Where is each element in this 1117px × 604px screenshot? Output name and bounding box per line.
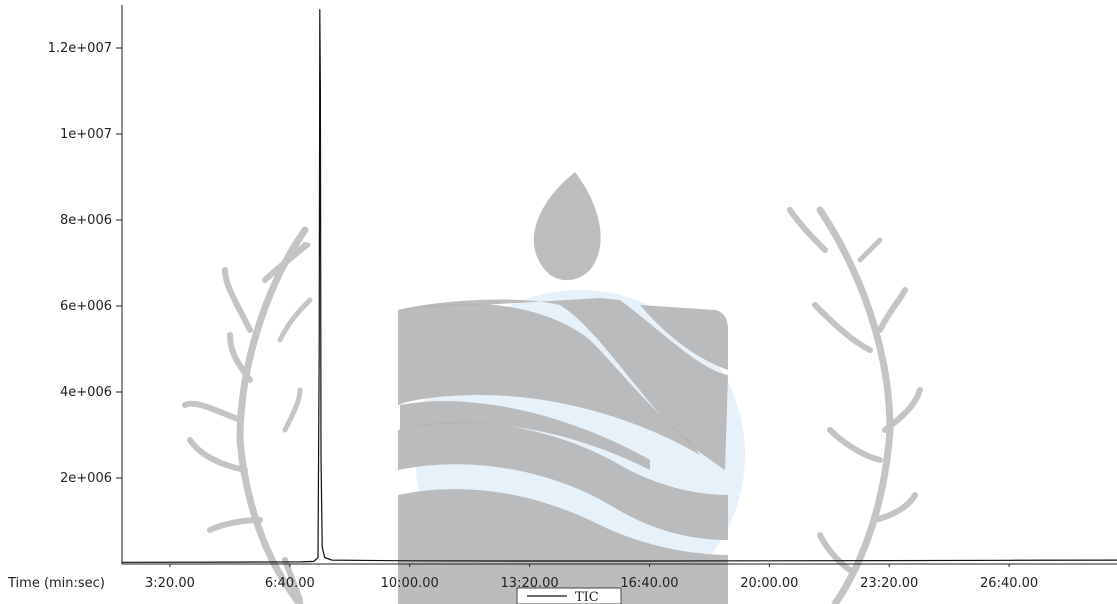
watermark-block-left — [398, 303, 700, 455]
y-tick-label: 2e+006 — [60, 471, 112, 486]
y-axis-ticks: 2e+006 4e+006 6e+006 8e+006 1e+007 1.2e+007 — [48, 41, 122, 486]
y-tick-label: 4e+006 — [60, 385, 112, 400]
legend-box — [516, 587, 622, 604]
x-tick-label: 26:40.00 — [980, 576, 1038, 591]
x-tick-label: 10:00.00 — [381, 576, 439, 591]
y-tick-label: 6e+006 — [60, 299, 112, 314]
watermark-wave-1 — [398, 422, 728, 540]
legend-label-tic: TIC — [575, 590, 599, 604]
x-axis-ticks: 3:20.00 6:40.00 10:00.00 13:20.00 16:40.00 20… — [145, 564, 1038, 591]
y-tick-label: 1e+007 — [60, 127, 112, 142]
x-tick-label: 3:20.00 — [145, 576, 195, 591]
watermark-block-top — [398, 298, 728, 470]
x-tick-label: 16:40.00 — [620, 576, 678, 591]
series-line-tic — [121, 9, 1117, 563]
watermark-logo — [182, 172, 923, 604]
x-tick-label: 6:40.00 — [265, 576, 315, 591]
watermark-laurel-right — [787, 206, 923, 604]
x-axis-title: Time (min:sec) — [7, 576, 105, 591]
y-tick-label: 1.2e+007 — [48, 41, 112, 56]
x-tick-label: 13:20.00 — [501, 576, 559, 591]
x-tick-label: 23:20.00 — [860, 576, 918, 591]
watermark-laurel-left — [182, 226, 313, 604]
watermark-block-right — [640, 305, 728, 370]
y-tick-label: 8e+006 — [60, 213, 112, 228]
watermark-flame — [533, 172, 601, 281]
x-tick-label: 20:00.00 — [740, 576, 798, 591]
watermark-wave-2 — [398, 489, 728, 604]
legend: TIC — [516, 587, 622, 604]
